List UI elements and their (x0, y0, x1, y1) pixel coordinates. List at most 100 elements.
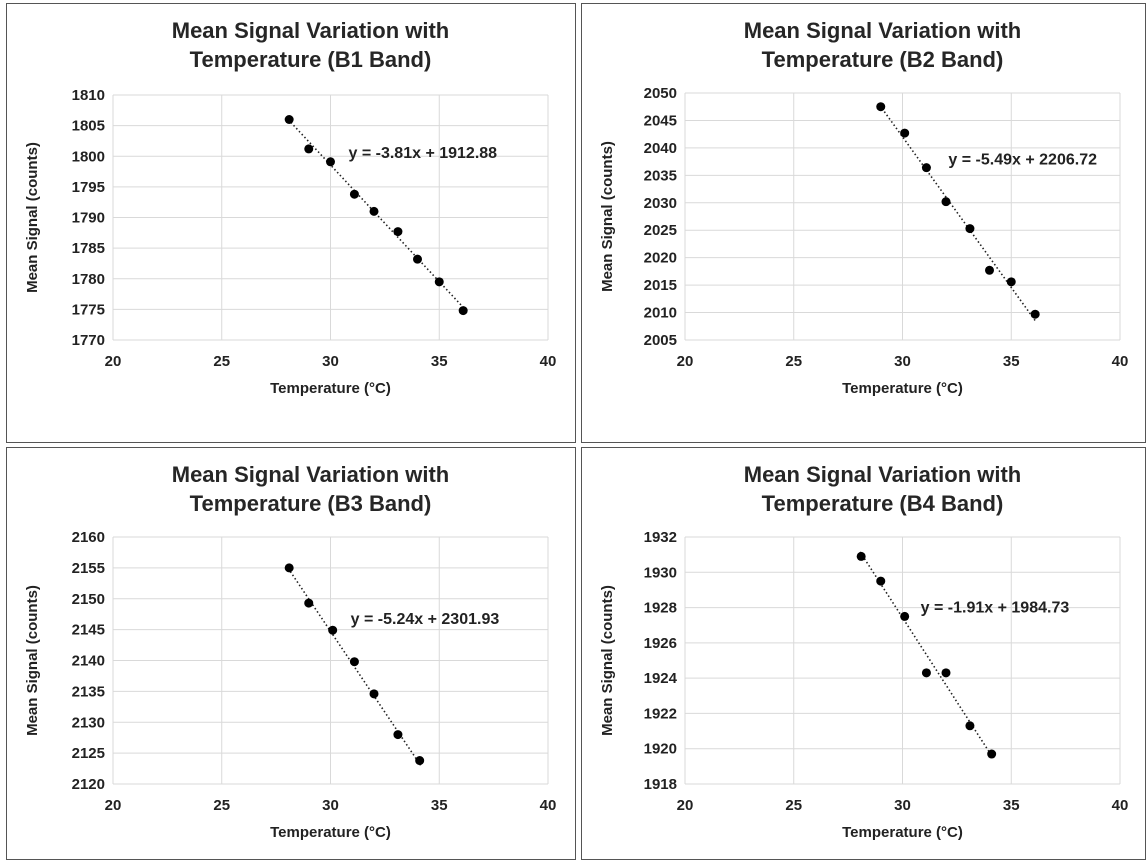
trendline (879, 104, 1037, 323)
data-point (284, 115, 294, 124)
data-point (876, 576, 886, 586)
y-tick-label: 2020 (644, 250, 677, 267)
chart-svg-b1: Mean Signal Variation with Temperature (B… (24, 18, 556, 397)
y-tick-label: 2045 (644, 112, 677, 129)
y-axis-label: Mean Signal (counts) (24, 585, 41, 736)
x-tick-label: 40 (540, 797, 557, 814)
y-tick-label: 1795 (72, 179, 105, 196)
x-tick-label: 30 (894, 353, 911, 370)
y-tick-label: 1920 (644, 741, 677, 758)
y-tick-label: 2130 (72, 714, 105, 731)
y-tick-label: 1780 (72, 271, 105, 288)
y-tick-label: 1770 (72, 332, 105, 349)
x-tick-label: 20 (105, 353, 122, 370)
trendline (859, 551, 994, 758)
trendline-equation: y = -5.49x + 2206.72 (948, 152, 1097, 169)
chart-title-line-1: Mean Signal Variation with (172, 18, 450, 43)
x-tick-label: 30 (322, 797, 339, 814)
data-point (965, 721, 975, 731)
data-point (1006, 277, 1016, 287)
chart-title-line-2: Temperature (B3 Band) (190, 491, 432, 516)
gridlines (112, 94, 549, 341)
chart-title-line-2: Temperature (B2 Band) (762, 47, 1004, 72)
x-tick-label: 25 (785, 797, 802, 814)
chart-title-line-1: Mean Signal Variation with (744, 18, 1022, 43)
chart-title-line-2: Temperature (B4 Band) (762, 491, 1004, 516)
y-tick-label: 2150 (72, 591, 105, 608)
y-tick-label: 1924 (644, 670, 678, 687)
x-tick-label: 30 (322, 353, 339, 370)
data-point (415, 756, 425, 766)
y-tick-label: 2160 (72, 529, 105, 546)
y-tick-label: 2135 (72, 683, 105, 700)
data-point (369, 206, 379, 216)
y-tick-label: 1918 (644, 776, 677, 793)
y-tick-label: 1810 (72, 87, 105, 104)
trendline-equation: y = -3.81x + 1912.88 (349, 145, 498, 162)
y-tick-label: 2035 (644, 167, 677, 184)
y-tick-label: 2015 (644, 277, 677, 294)
x-tick-label: 25 (213, 797, 230, 814)
y-tick-label: 2145 (72, 622, 105, 639)
data-point (900, 611, 910, 621)
x-axis-label: Temperature (°C) (842, 380, 963, 397)
data-point (304, 598, 314, 608)
y-tick-label: 2120 (72, 776, 105, 793)
chart-svg-b2: Mean Signal Variation with Temperature (B… (599, 18, 1129, 397)
data-point (876, 102, 886, 112)
y-tick-label: 1922 (644, 705, 677, 722)
y-tick-label: 2005 (644, 332, 677, 349)
data-point (987, 749, 997, 759)
data-point (349, 657, 359, 667)
chart-title-line-2: Temperature (B1 Band) (190, 47, 432, 72)
chart-panel-b3: Mean Signal Variation with Temperature (B… (6, 447, 576, 860)
chart-panel-b2: Mean Signal Variation with Temperature (B… (581, 3, 1146, 443)
y-tick-label: 1775 (72, 301, 105, 318)
x-tick-label: 25 (785, 353, 802, 370)
y-tick-label: 1928 (644, 600, 677, 617)
x-axis-label: Temperature (°C) (842, 824, 963, 841)
data-point (393, 227, 403, 237)
y-axis-label: Mean Signal (counts) (599, 141, 616, 292)
x-tick-label: 35 (431, 797, 448, 814)
y-tick-label: 2140 (72, 653, 105, 670)
data-point (985, 265, 994, 275)
y-tick-label: 2155 (72, 560, 105, 577)
y-tick-label: 2010 (644, 305, 677, 322)
data-point (326, 157, 335, 167)
x-tick-label: 20 (677, 353, 694, 370)
y-tick-label: 1932 (644, 529, 677, 546)
data-point (856, 551, 866, 561)
x-axis-label: Temperature (°C) (270, 380, 391, 397)
y-tick-label: 1930 (644, 564, 677, 581)
x-tick-label: 35 (1003, 797, 1020, 814)
data-point (1030, 309, 1040, 319)
trendline-equation: y = -1.91x + 1984.73 (921, 599, 1070, 616)
x-tick-label: 20 (677, 797, 694, 814)
data-point (413, 254, 422, 264)
x-tick-label: 20 (105, 797, 122, 814)
y-tick-label: 2030 (644, 195, 677, 212)
chart-title-line-1: Mean Signal Variation with (172, 462, 450, 487)
x-tick-label: 40 (1112, 797, 1129, 814)
data-point (921, 163, 931, 173)
data-point (369, 689, 379, 699)
data-point (458, 306, 468, 316)
x-tick-label: 35 (431, 353, 448, 370)
y-tick-label: 1926 (644, 635, 677, 652)
x-axis-label: Temperature (°C) (270, 824, 391, 841)
x-tick-label: 25 (213, 353, 230, 370)
y-axis-label: Mean Signal (counts) (24, 142, 41, 293)
chart-panel-b1: Mean Signal Variation with Temperature (B… (6, 3, 576, 443)
data-point (434, 277, 444, 287)
data-point (965, 224, 975, 234)
y-tick-label: 1800 (72, 148, 105, 165)
y-tick-label: 1805 (72, 118, 105, 135)
gridlines (684, 536, 1121, 785)
chart-svg-b4: Mean Signal Variation with Temperature (B… (599, 462, 1129, 841)
trendline-equation: y = -5.24x + 2301.93 (351, 611, 500, 628)
chart-panel-b4: Mean Signal Variation with Temperature (B… (581, 447, 1146, 860)
x-tick-label: 40 (1112, 353, 1129, 370)
data-point (393, 730, 403, 740)
